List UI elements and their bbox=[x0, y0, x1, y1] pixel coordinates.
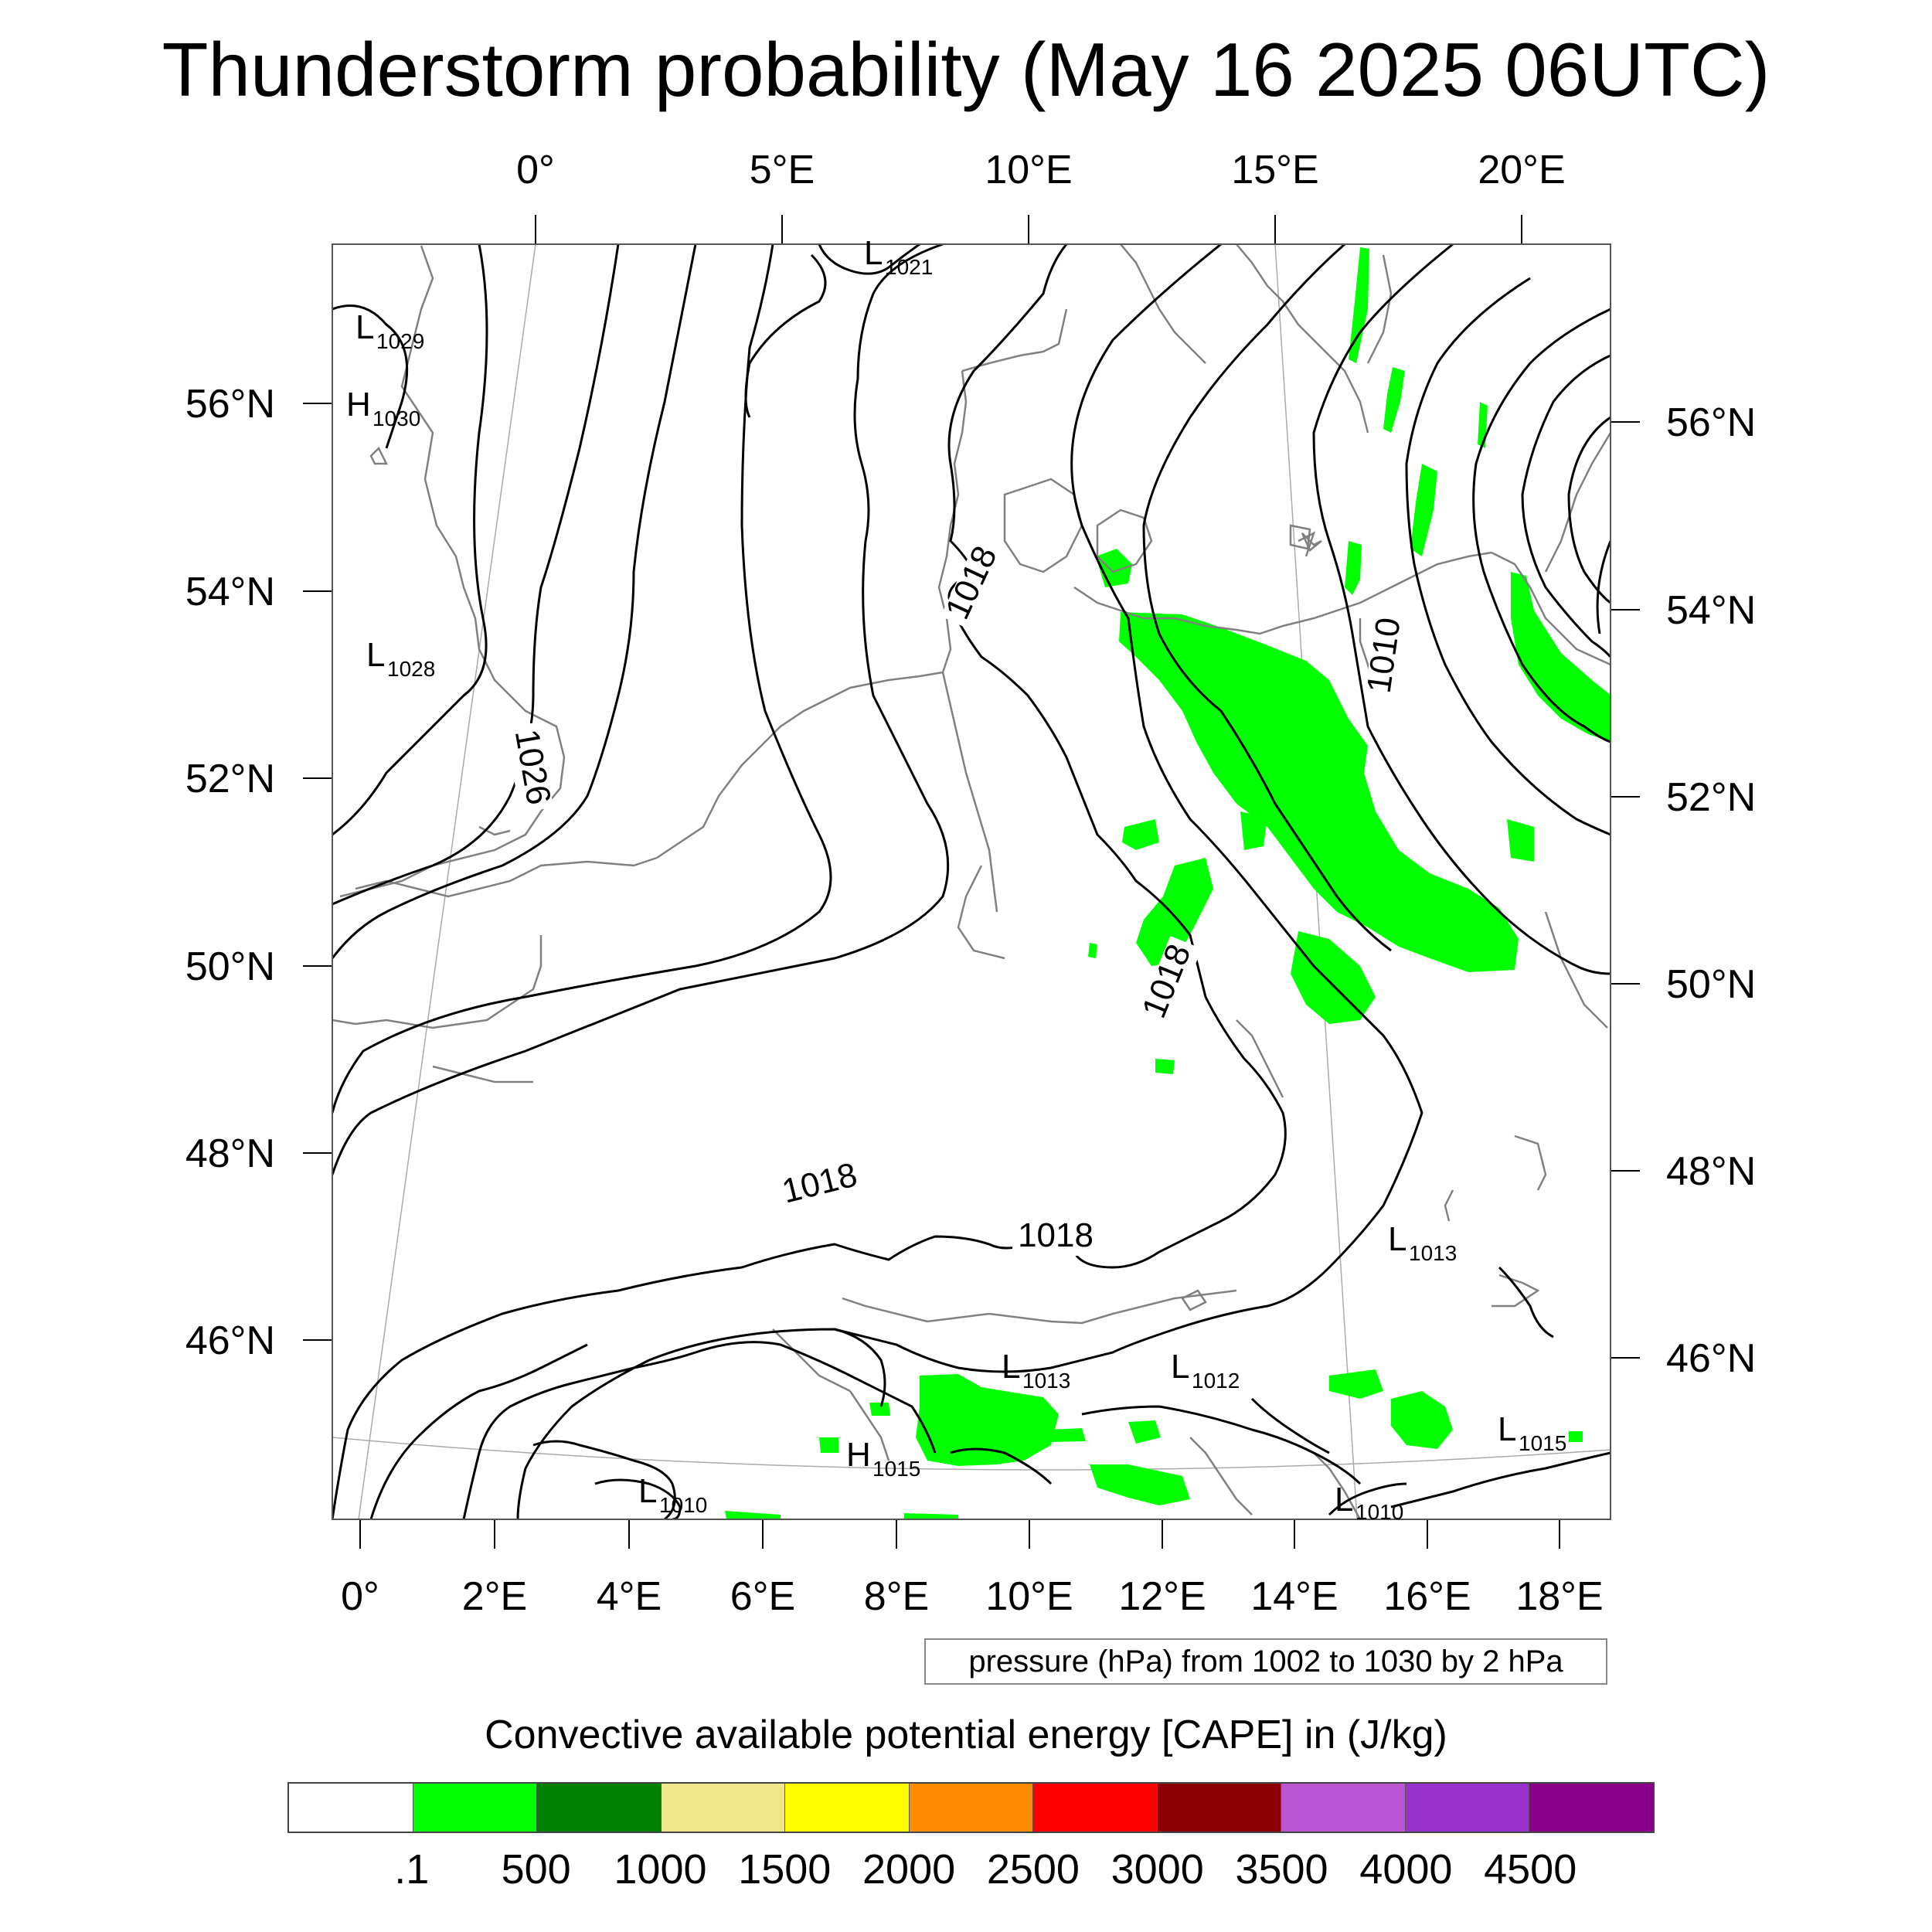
lat-label: 56°N bbox=[185, 382, 275, 427]
colorbar-label: 3000 bbox=[1111, 1846, 1204, 1893]
colorbar-swatch bbox=[785, 1784, 910, 1832]
colorbar-swatch bbox=[661, 1784, 786, 1832]
contour-labels: 1026 1018 1018 1018 1018 1010 bbox=[505, 537, 1410, 1256]
lon-label: 4°E bbox=[597, 1574, 662, 1619]
pressure-center-type: L bbox=[355, 308, 374, 346]
lon-label: 0° bbox=[341, 1574, 379, 1619]
lon-label: 14°E bbox=[1250, 1574, 1338, 1619]
right-lat-labels: 56°N 54°N 52°N 50°N 48°N 46°N bbox=[1666, 400, 1756, 1381]
colorbar-label: 4000 bbox=[1359, 1846, 1453, 1893]
lat-label: 46°N bbox=[185, 1318, 275, 1363]
pressure-center-value: 1015 bbox=[1519, 1431, 1566, 1455]
colorbar-label: 2500 bbox=[986, 1846, 1080, 1893]
pressure-center-value: 1013 bbox=[1409, 1241, 1457, 1265]
axis-ticks bbox=[303, 215, 1640, 1549]
lon-label: 18°E bbox=[1515, 1574, 1603, 1619]
map-title: Thunderstorm probability (May 16 2025 06… bbox=[162, 27, 1770, 112]
lat-label: 50°N bbox=[185, 944, 275, 989]
pressure-center-value: 1030 bbox=[372, 406, 420, 430]
colorbar-label: 2000 bbox=[862, 1846, 956, 1893]
colorbar-swatch bbox=[1281, 1784, 1406, 1832]
lat-label: 52°N bbox=[185, 757, 275, 801]
pressure-contour-note: pressure (hPa) from 1002 to 1030 by 2 hP… bbox=[924, 1638, 1607, 1685]
colorbar bbox=[287, 1782, 1655, 1833]
pressure-center-value: 1010 bbox=[1355, 1500, 1403, 1524]
lon-label: 15°E bbox=[1231, 148, 1318, 192]
colorbar-swatch bbox=[1529, 1784, 1654, 1832]
pressure-center-type: L bbox=[638, 1472, 657, 1510]
map-frame bbox=[332, 243, 1611, 1520]
lon-label: 5°E bbox=[750, 148, 815, 192]
pressure-center-value: 1015 bbox=[872, 1457, 920, 1481]
pressure-center-type: H bbox=[846, 1436, 871, 1474]
contour-label: 1018 bbox=[938, 540, 1005, 624]
pressure-center-value: 1010 bbox=[659, 1493, 707, 1517]
lat-label: 54°N bbox=[1666, 588, 1756, 633]
colorbar-label: 3500 bbox=[1235, 1846, 1328, 1893]
pressure-center-value: 1021 bbox=[885, 255, 933, 279]
colorbar-swatch bbox=[1033, 1784, 1158, 1832]
colorbar-swatch bbox=[1405, 1784, 1530, 1832]
pressure-center-value: 1029 bbox=[376, 329, 424, 353]
pressure-center-type: L bbox=[366, 636, 385, 674]
lon-label: 2°E bbox=[462, 1574, 527, 1619]
lon-label: 20°E bbox=[1478, 148, 1565, 192]
colorbar-label: 1000 bbox=[614, 1846, 707, 1893]
colorbar-swatch bbox=[1157, 1784, 1282, 1832]
pressure-center-type: L bbox=[1335, 1481, 1353, 1519]
pressure-centers: L 1029 H 1030 L 1028 L 1021 L 1013 L 101… bbox=[346, 234, 1566, 1524]
pressure-center-type: L bbox=[864, 234, 883, 272]
top-lon-labels: 0° 5°E 10°E 15°E 20°E bbox=[516, 148, 1566, 192]
colorbar-label: 1500 bbox=[738, 1846, 832, 1893]
lon-label: 6°E bbox=[730, 1574, 795, 1619]
colorbar-label: 500 bbox=[501, 1846, 571, 1893]
left-lat-labels: 56°N 54°N 52°N 50°N 48°N 46°N bbox=[185, 382, 275, 1363]
lat-label: 50°N bbox=[1666, 962, 1756, 1007]
lon-label: 10°E bbox=[985, 148, 1072, 192]
coastlines bbox=[332, 244, 1611, 1519]
pressure-center-value: 1013 bbox=[1022, 1369, 1070, 1393]
lon-label: 8°E bbox=[864, 1574, 929, 1619]
lon-label: 12°E bbox=[1118, 1574, 1206, 1619]
pressure-center-type: L bbox=[1002, 1348, 1020, 1386]
pressure-center-type: L bbox=[1498, 1410, 1516, 1448]
lon-label: 0° bbox=[516, 148, 555, 192]
colorbar-label: .1 bbox=[394, 1846, 430, 1893]
colorbar-label: 4500 bbox=[1484, 1846, 1577, 1893]
lat-label: 48°N bbox=[1666, 1149, 1756, 1194]
lat-label: 56°N bbox=[1666, 400, 1756, 445]
cape-shading bbox=[725, 247, 1611, 1519]
colorbar-swatch bbox=[289, 1784, 413, 1832]
colorbar-swatch bbox=[909, 1784, 1034, 1832]
contour-label: 1026 bbox=[508, 726, 558, 808]
contour-label: 1010 bbox=[1360, 615, 1408, 696]
pressure-center-type: L bbox=[1171, 1348, 1189, 1386]
lat-label: 46°N bbox=[1666, 1336, 1756, 1381]
pressure-center-value: 1028 bbox=[387, 657, 435, 681]
lat-label: 52°N bbox=[1666, 775, 1756, 820]
lat-label: 48°N bbox=[185, 1131, 275, 1176]
pressure-center-type: L bbox=[1388, 1220, 1406, 1258]
pressure-center-value: 1012 bbox=[1192, 1369, 1240, 1393]
colorbar-swatch bbox=[537, 1784, 662, 1832]
lat-label: 54°N bbox=[185, 570, 275, 614]
colorbar-swatch bbox=[413, 1784, 538, 1832]
pressure-center-type: H bbox=[346, 386, 371, 423]
lon-label: 10°E bbox=[985, 1574, 1073, 1619]
lon-label: 16°E bbox=[1383, 1574, 1471, 1619]
bottom-lon-labels: 0° 2°E 4°E 6°E 8°E 10°E 12°E 14°E 16°E 1… bbox=[341, 1574, 1604, 1619]
contour-label: 1018 bbox=[778, 1155, 861, 1210]
contour-label: 1018 bbox=[1018, 1216, 1094, 1254]
colorbar-title: Convective available potential energy [C… bbox=[485, 1713, 1447, 1757]
colorbar-labels: .1 500 1000 1500 2000 2500 3000 3500 4000 4500 bbox=[0, 1844, 1932, 1898]
